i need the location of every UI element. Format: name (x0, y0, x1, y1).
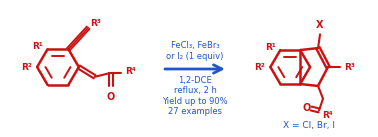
Text: R²: R² (254, 62, 265, 72)
Text: or I₂ (1 equiv): or I₂ (1 equiv) (166, 52, 224, 61)
Text: Yield up to 90%: Yield up to 90% (162, 97, 228, 106)
Text: 27 examples: 27 examples (168, 107, 222, 116)
Text: R⁴: R⁴ (322, 111, 333, 120)
Text: R¹: R¹ (32, 42, 43, 51)
Text: FeCl₃, FeBr₃: FeCl₃, FeBr₃ (170, 41, 219, 50)
Text: R³: R³ (344, 62, 355, 72)
Text: O: O (302, 102, 310, 112)
Text: R⁴: R⁴ (125, 67, 136, 76)
Text: X = Cl, Br, I: X = Cl, Br, I (283, 121, 335, 130)
Text: O: O (107, 92, 115, 102)
Text: 1,2-DCE: 1,2-DCE (178, 76, 212, 85)
Text: R³: R³ (90, 19, 101, 28)
Text: X: X (316, 20, 324, 30)
Text: R¹: R¹ (266, 43, 276, 52)
Text: R²: R² (21, 62, 32, 72)
Text: reflux, 2 h: reflux, 2 h (174, 86, 216, 95)
